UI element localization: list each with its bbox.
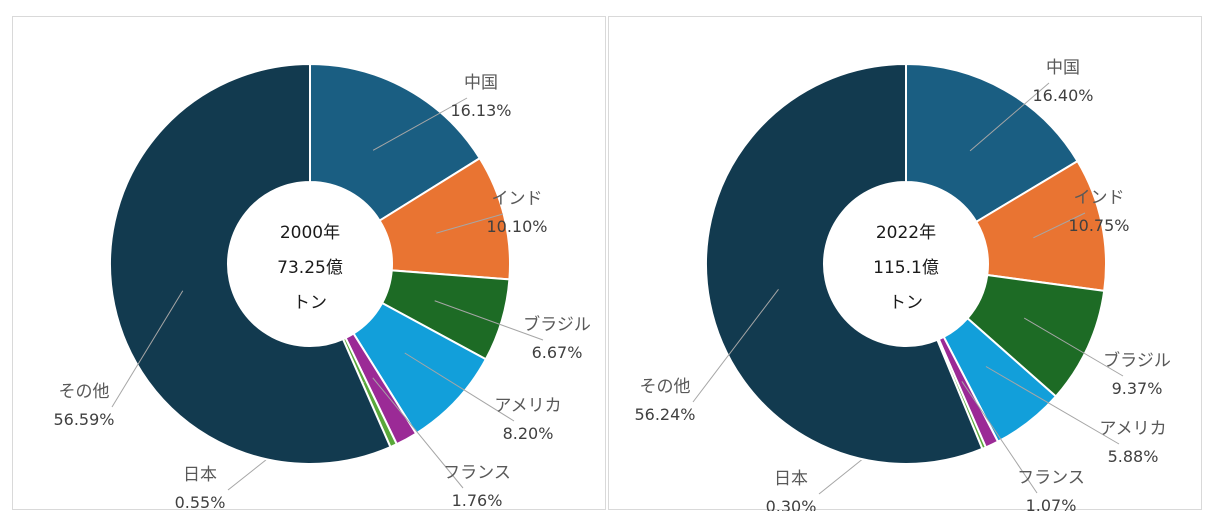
leader-line bbox=[436, 213, 504, 234]
center-label-line: トン bbox=[889, 293, 923, 313]
slice-label: フランス bbox=[1017, 468, 1085, 488]
slice-label: アメリカ bbox=[494, 396, 561, 416]
slice-label: その他 bbox=[59, 382, 110, 402]
slice-中国 bbox=[309, 62, 482, 223]
slice-その他 bbox=[705, 62, 984, 465]
slice-label: 日本 bbox=[774, 469, 808, 489]
slice-label: ブラジル bbox=[523, 314, 591, 335]
slice-label: 日本 bbox=[183, 465, 217, 485]
slice-value-label: 10.10% bbox=[486, 217, 547, 236]
slice-label: インド bbox=[1074, 188, 1125, 208]
slice-value-label: 9.37% bbox=[1112, 379, 1163, 398]
leader-line bbox=[404, 352, 515, 422]
slice-value-label: 16.13% bbox=[450, 101, 511, 120]
donut-chart-2000-svg: 中国 16.13% インド 10.10% ブラジル 6.67% アメリカ 8.20% フランス 1… bbox=[53, 62, 591, 511]
slice-value-label: 8.20% bbox=[503, 424, 554, 443]
slice-label: その他 bbox=[640, 377, 691, 397]
slice-label: フランス bbox=[443, 463, 511, 483]
leader-line bbox=[1033, 212, 1086, 239]
center-label-line: トン bbox=[293, 293, 327, 313]
slice-value-label: 0.30% bbox=[766, 497, 817, 511]
leader-line bbox=[111, 290, 184, 408]
slice-value-label: 56.59% bbox=[53, 410, 114, 429]
slice-value-label: 10.75% bbox=[1068, 216, 1129, 235]
slice-value-label: 1.76% bbox=[452, 491, 503, 510]
slice-value-label: 56.24% bbox=[634, 405, 695, 424]
slice-value-label: 5.88% bbox=[1108, 447, 1159, 466]
donut-chart-2022-svg: 中国 16.40% インド 10.75% ブラジル 9.37% アメリカ 5.88% フランス 1… bbox=[634, 58, 1171, 511]
donut-chart-2022: 中国 16.40% インド 10.75% ブラジル 9.37% アメリカ 5.88% フランス 1… bbox=[608, 16, 1202, 511]
slice-label: 中国 bbox=[1046, 58, 1080, 78]
slice-value-label: 0.55% bbox=[175, 493, 226, 511]
center-label-line: 73.25億 bbox=[277, 258, 343, 278]
center-label-line: 2000年 bbox=[280, 223, 340, 243]
slice-value-label: 1.07% bbox=[1026, 496, 1077, 511]
leader-line bbox=[985, 366, 1120, 445]
center-label-line: 115.1億 bbox=[873, 258, 939, 278]
slice-value-label: 6.67% bbox=[532, 343, 583, 362]
leader-line bbox=[692, 288, 779, 403]
leader-line bbox=[961, 381, 1038, 494]
leader-line bbox=[1023, 317, 1124, 377]
slice-label: アメリカ bbox=[1099, 419, 1166, 439]
slice-label: 中国 bbox=[464, 73, 498, 93]
leader-line bbox=[372, 377, 464, 489]
slice-label: インド bbox=[492, 189, 543, 209]
slice-label: ブラジル bbox=[1103, 350, 1171, 371]
slice-value-label: 16.40% bbox=[1032, 86, 1093, 105]
leader-line bbox=[969, 82, 1050, 152]
slice-中国 bbox=[905, 62, 1079, 224]
leader-line bbox=[434, 300, 544, 341]
donut-chart-2000: 中国 16.13% インド 10.10% ブラジル 6.67% アメリカ 8.20% フランス 1… bbox=[12, 16, 606, 511]
slice-その他 bbox=[109, 62, 392, 465]
leader-line bbox=[372, 97, 468, 151]
center-label-line: 2022年 bbox=[876, 223, 936, 243]
